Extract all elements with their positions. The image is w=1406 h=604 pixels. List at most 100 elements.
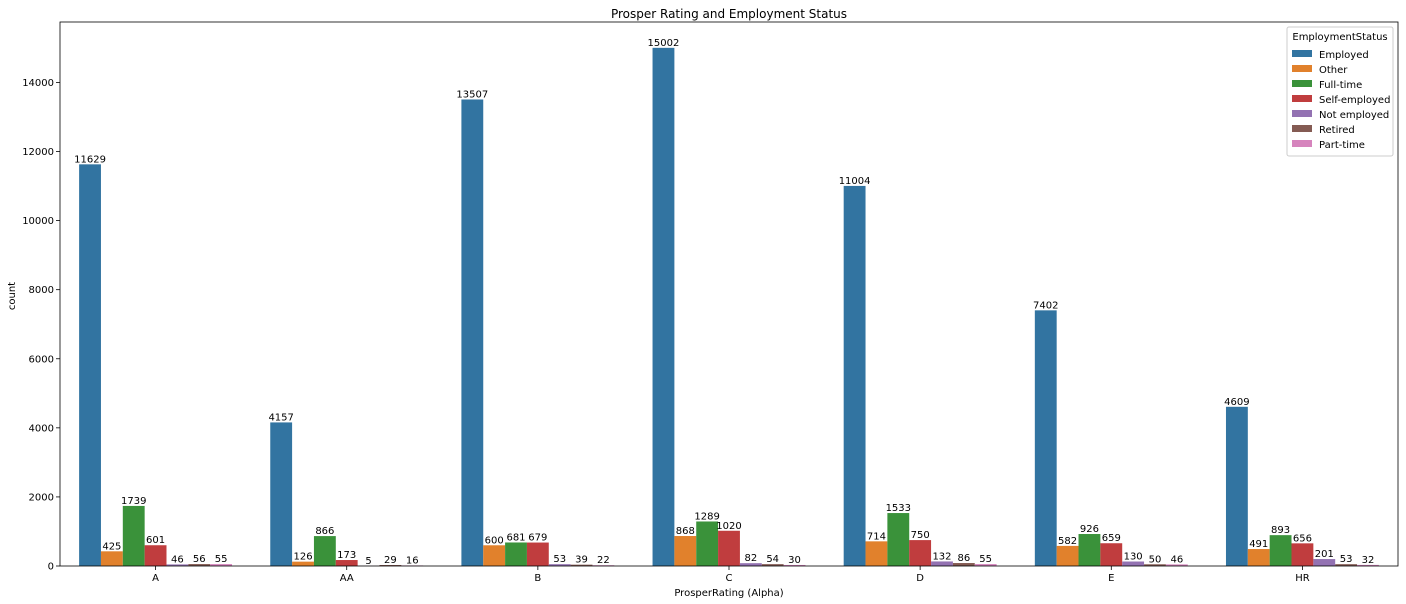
x-axis: A AA B C D E HR — [152, 566, 1310, 584]
bar — [335, 560, 358, 566]
legend-swatch — [1292, 80, 1312, 87]
bar — [270, 422, 293, 566]
data-label: 893 — [1271, 525, 1290, 536]
bar — [483, 545, 506, 566]
data-label: 11629 — [74, 154, 106, 165]
legend-entry-label: Employed — [1319, 50, 1369, 61]
data-label: 601 — [146, 535, 165, 546]
data-label: 681 — [506, 532, 525, 543]
bar — [783, 564, 806, 566]
x-axis-label: ProsperRating (Alpha) — [674, 588, 783, 599]
bar — [887, 513, 910, 566]
bar — [505, 542, 527, 566]
chart-title: Prosper Rating and Employment Status — [611, 7, 847, 21]
x-tick-label: D — [916, 573, 924, 584]
data-label: 582 — [1058, 536, 1077, 547]
data-label: 1020 — [716, 521, 741, 532]
bar — [931, 561, 953, 566]
y-tick-label: 4000 — [29, 423, 54, 434]
legend-title: EmploymentStatus — [1292, 32, 1387, 43]
x-tick-label: C — [726, 573, 733, 584]
legend-entry-label: Not employed — [1319, 110, 1389, 121]
plot-frame — [59, 21, 1399, 567]
data-label: 30 — [788, 555, 801, 566]
y-tick-label: 2000 — [29, 492, 54, 503]
data-label: 54 — [766, 554, 779, 565]
legend-swatch — [1292, 125, 1312, 132]
y-tick-label: 0 — [48, 562, 54, 573]
bar — [79, 164, 101, 567]
data-label: 4157 — [268, 412, 293, 423]
data-label: 201 — [1315, 549, 1334, 560]
bar — [1313, 559, 1336, 566]
y-tick-label: 14000 — [22, 78, 54, 89]
y-tick-label: 8000 — [29, 285, 54, 296]
data-label: 56 — [193, 554, 206, 565]
data-label: 53 — [1340, 554, 1353, 565]
bar — [1078, 534, 1101, 566]
data-label: 53 — [553, 554, 566, 565]
data-label: 679 — [528, 533, 547, 544]
x-tick-label: HR — [1295, 573, 1310, 584]
y-axis: 0 2000 4000 6000 8000 10000 12000 14000 — [22, 78, 60, 573]
data-label: 750 — [911, 530, 930, 541]
bar — [1357, 564, 1379, 566]
bar — [166, 564, 189, 566]
legend-swatch — [1292, 95, 1312, 102]
legend-box — [1286, 26, 1394, 157]
y-axis-label: count — [7, 282, 18, 310]
bar — [210, 564, 233, 566]
bar — [1056, 545, 1079, 566]
legend-swatch — [1292, 65, 1312, 72]
data-label: 126 — [293, 552, 312, 563]
bar — [909, 540, 932, 566]
data-label: 16 — [406, 555, 419, 566]
bar — [1100, 543, 1123, 566]
data-label: 1289 — [694, 511, 719, 522]
bar — [526, 542, 549, 566]
bar — [1269, 535, 1292, 566]
legend-entry-label: Full-time — [1319, 80, 1362, 91]
legend: EmploymentStatus Employed Other Full-time S… — [1286, 26, 1394, 157]
data-label: 1739 — [121, 496, 146, 507]
legend-entry-label: Self-employed — [1319, 95, 1390, 106]
bar — [1122, 561, 1145, 566]
bar — [843, 185, 866, 566]
data-label: 425 — [102, 541, 121, 552]
bar — [144, 545, 167, 566]
bar — [761, 564, 784, 566]
data-label: 4609 — [1224, 397, 1249, 408]
data-label: 22 — [597, 555, 610, 566]
bar — [313, 536, 336, 566]
bar — [652, 47, 675, 566]
bar — [188, 564, 211, 566]
bar — [718, 530, 740, 566]
legend-entry-label: Retired — [1319, 125, 1355, 136]
bar — [739, 563, 762, 566]
x-tick-label: AA — [340, 573, 354, 584]
bar — [379, 564, 402, 566]
data-label: 55 — [979, 554, 992, 565]
bar — [461, 99, 484, 567]
bar — [1335, 564, 1358, 566]
data-label: 46 — [1170, 554, 1183, 565]
data-label: 132 — [932, 551, 951, 562]
bar — [292, 561, 314, 566]
data-label: 866 — [315, 526, 334, 537]
bars-layer — [79, 47, 1379, 567]
bar — [1291, 543, 1314, 566]
data-label: 82 — [744, 553, 757, 564]
legend-entry-label: Part-time — [1319, 140, 1365, 151]
data-label: 5 — [365, 556, 371, 567]
x-tick-label: E — [1108, 573, 1114, 584]
legend-swatch — [1292, 140, 1312, 147]
data-labels-layer: 11629 425 1739 601 46 56 55 4157 126 866 173 5 29 16 1… — [74, 38, 1374, 567]
data-label: 15002 — [648, 38, 680, 49]
bar — [1144, 564, 1166, 566]
bar — [570, 564, 593, 566]
bar — [1225, 406, 1248, 566]
bar — [548, 564, 571, 566]
bar — [1165, 564, 1188, 566]
data-label: 656 — [1293, 533, 1312, 544]
data-label: 50 — [1149, 554, 1162, 565]
